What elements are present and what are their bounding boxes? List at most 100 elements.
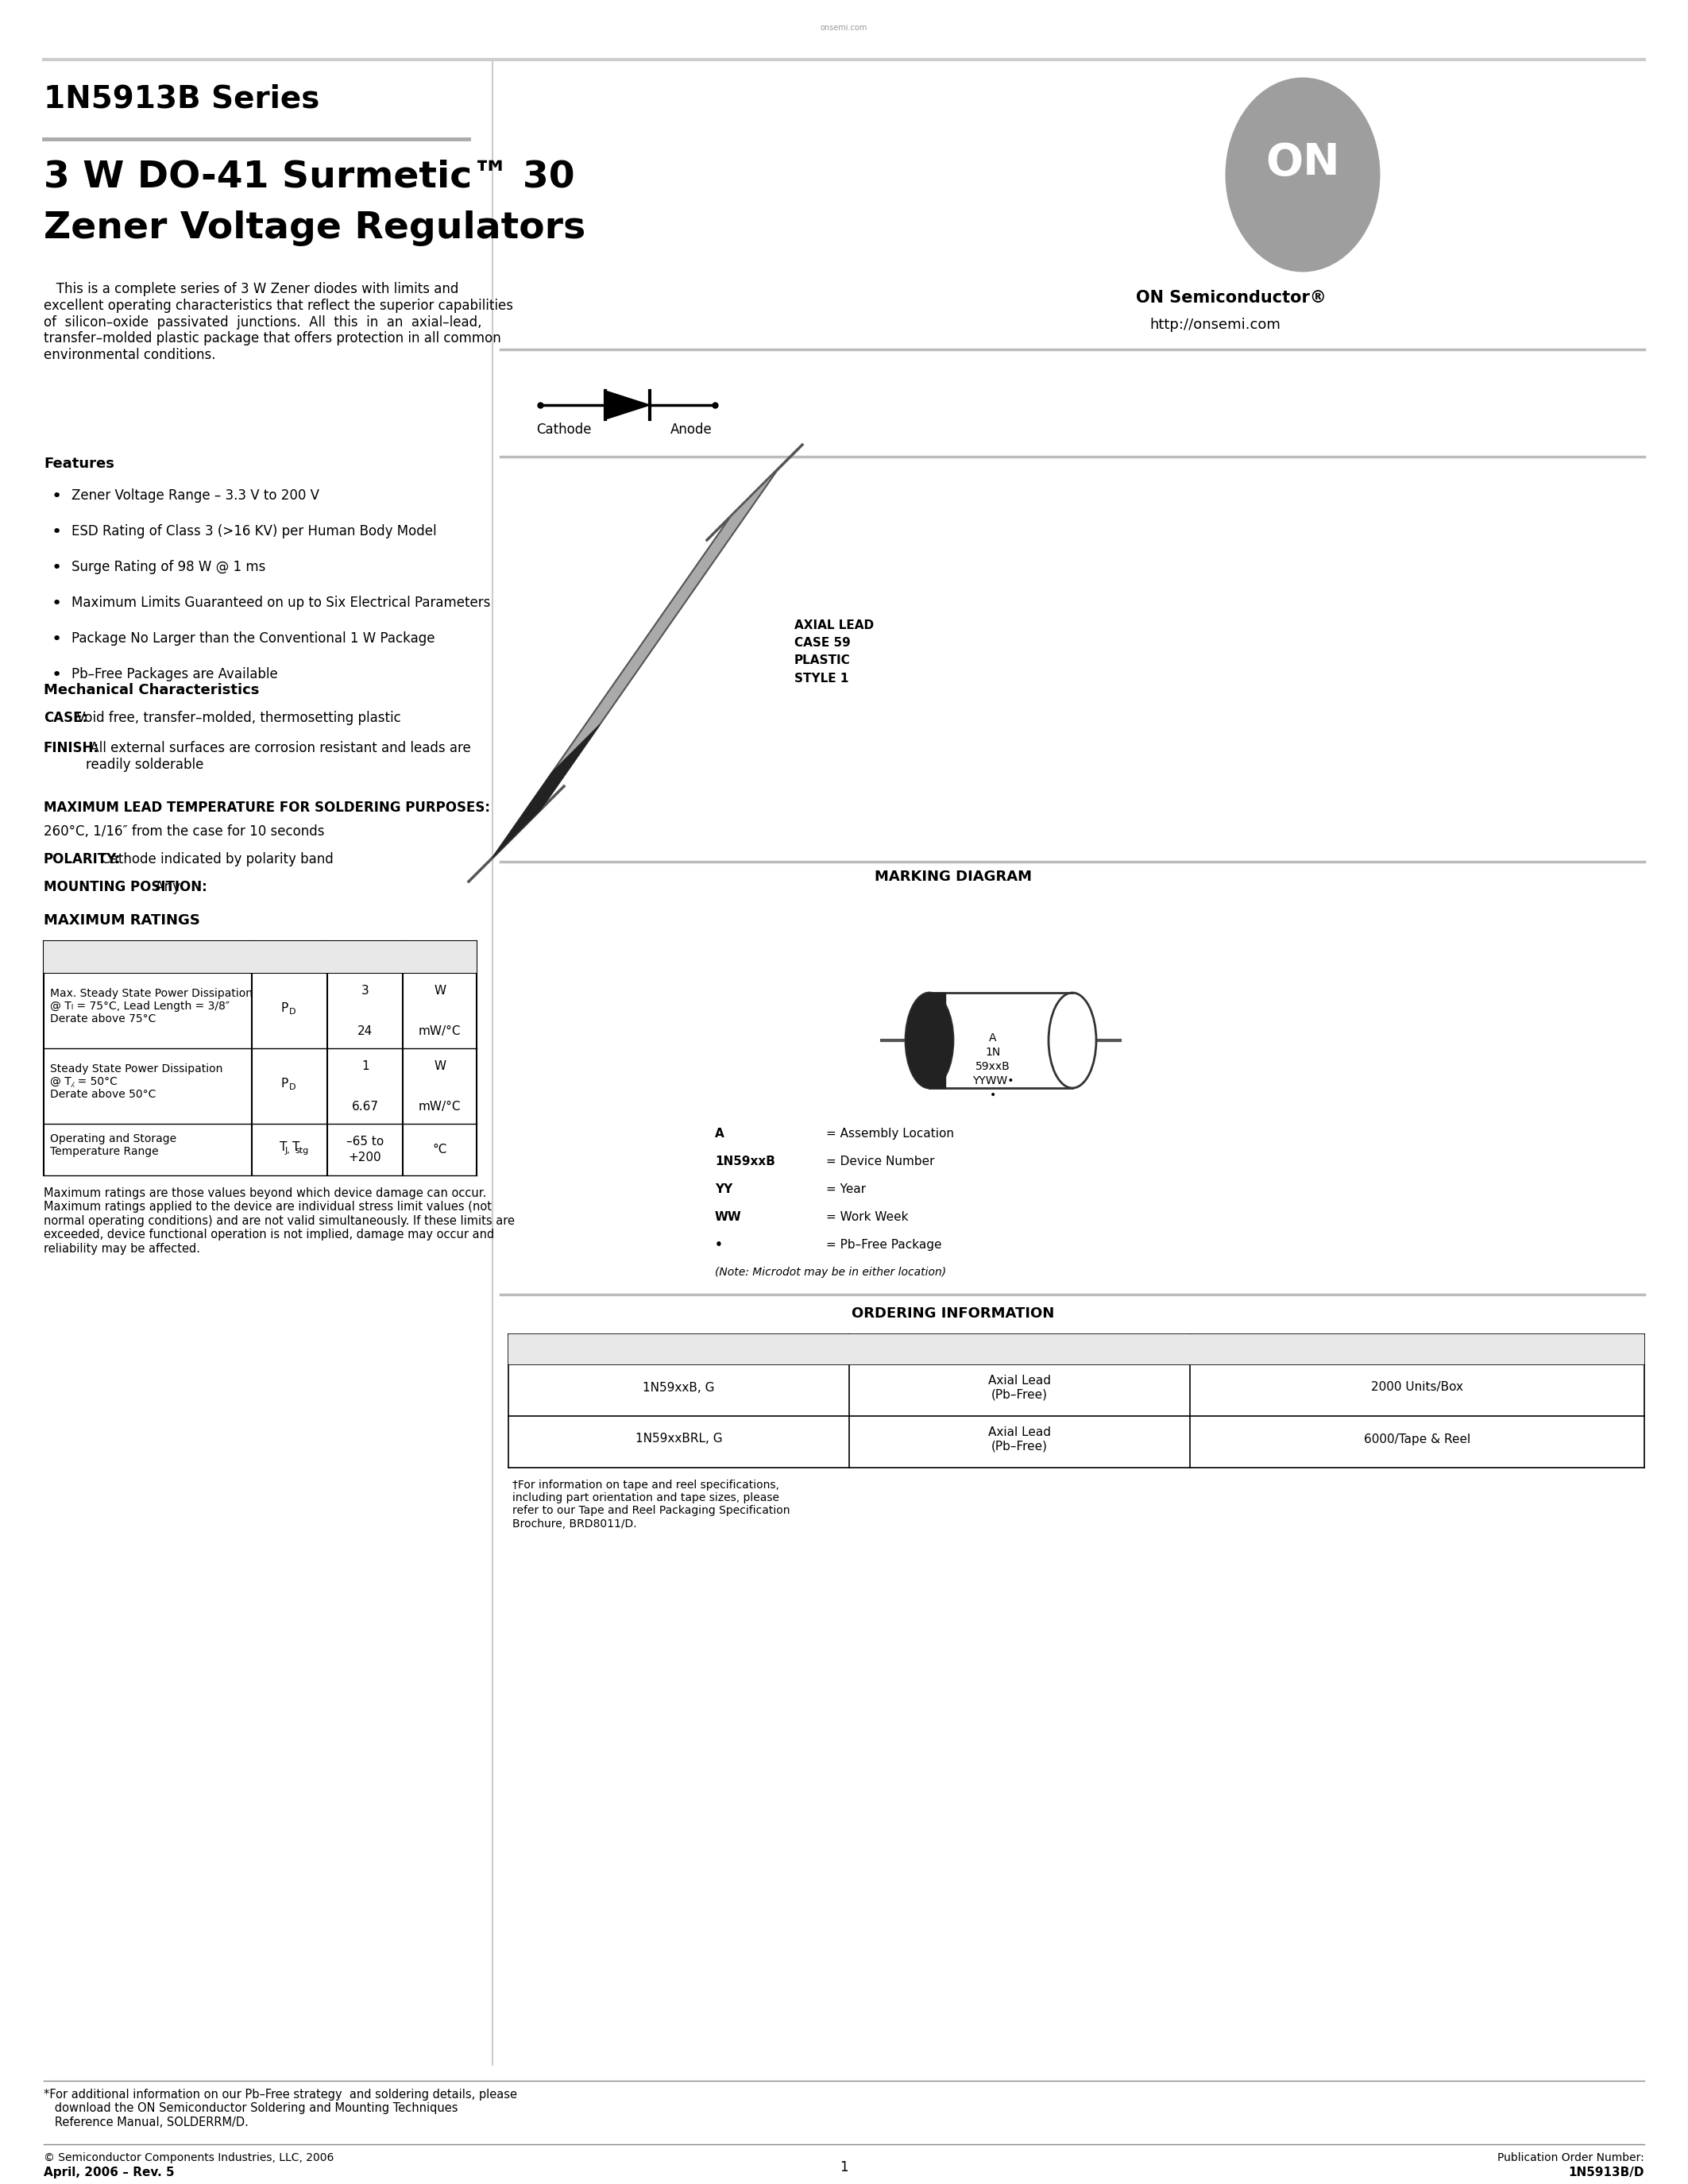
Ellipse shape bbox=[1288, 157, 1317, 192]
Bar bbox=[930, 994, 1072, 1088]
Text: Rating: Rating bbox=[123, 948, 172, 961]
Ellipse shape bbox=[1229, 81, 1376, 269]
Ellipse shape bbox=[1271, 133, 1335, 216]
Text: MARKING DIAGRAM: MARKING DIAGRAM bbox=[874, 869, 1031, 885]
Text: P: P bbox=[280, 1077, 289, 1090]
Text: *For additional information on our Pb–Free strategy  and soldering details, plea: *For additional information on our Pb–Fr… bbox=[44, 2088, 517, 2127]
Polygon shape bbox=[493, 725, 599, 858]
Text: Package: Package bbox=[991, 1341, 1048, 1352]
Ellipse shape bbox=[1259, 120, 1347, 229]
Text: Void free, transfer–molded, thermosetting plastic: Void free, transfer–molded, thermosettin… bbox=[73, 710, 402, 725]
Text: POLARITY:: POLARITY: bbox=[44, 852, 122, 867]
Text: Maximum Limits Guaranteed on up to Six Electrical Parameters: Maximum Limits Guaranteed on up to Six E… bbox=[71, 596, 491, 609]
Ellipse shape bbox=[1231, 83, 1376, 266]
Ellipse shape bbox=[1234, 90, 1371, 260]
Text: W: W bbox=[434, 985, 446, 996]
Text: •: • bbox=[52, 524, 62, 539]
Ellipse shape bbox=[1227, 81, 1377, 269]
Ellipse shape bbox=[1237, 92, 1367, 258]
Text: •: • bbox=[52, 489, 62, 505]
Ellipse shape bbox=[1234, 90, 1371, 260]
Text: All external surfaces are corrosion resistant and leads are
readily solderable: All external surfaces are corrosion resi… bbox=[86, 740, 471, 771]
Polygon shape bbox=[930, 994, 945, 1088]
Ellipse shape bbox=[1273, 138, 1332, 212]
Text: Zener Voltage Regulators: Zener Voltage Regulators bbox=[44, 210, 586, 247]
Ellipse shape bbox=[1269, 133, 1337, 216]
Ellipse shape bbox=[1227, 79, 1377, 271]
Ellipse shape bbox=[1239, 94, 1367, 256]
Ellipse shape bbox=[1268, 131, 1337, 218]
Ellipse shape bbox=[1229, 81, 1377, 269]
Ellipse shape bbox=[1229, 83, 1376, 266]
Ellipse shape bbox=[1232, 85, 1374, 264]
Polygon shape bbox=[493, 470, 778, 858]
Text: 1N: 1N bbox=[986, 1046, 1001, 1057]
Text: CASE:: CASE: bbox=[44, 710, 88, 725]
Ellipse shape bbox=[1239, 94, 1367, 256]
Text: MAXIMUM LEAD TEMPERATURE FOR SOLDERING PURPOSES:: MAXIMUM LEAD TEMPERATURE FOR SOLDERING P… bbox=[44, 802, 490, 815]
Text: †For information on tape and reel specifications,
including part orientation and: †For information on tape and reel specif… bbox=[513, 1479, 790, 1529]
Ellipse shape bbox=[1227, 79, 1377, 271]
Text: Unit: Unit bbox=[424, 948, 456, 961]
Ellipse shape bbox=[1271, 135, 1334, 214]
Text: Symbol: Symbol bbox=[262, 948, 317, 961]
Ellipse shape bbox=[1237, 94, 1367, 256]
Text: Operating and Storage
Temperature Range: Operating and Storage Temperature Range bbox=[51, 1133, 177, 1158]
Text: YYWW•: YYWW• bbox=[972, 1075, 1014, 1085]
Ellipse shape bbox=[1237, 92, 1369, 258]
Ellipse shape bbox=[1239, 94, 1367, 256]
Ellipse shape bbox=[1241, 96, 1364, 253]
Text: Mechanical Characteristics: Mechanical Characteristics bbox=[44, 684, 260, 697]
Text: Zener Voltage Range – 3.3 V to 200 V: Zener Voltage Range – 3.3 V to 200 V bbox=[71, 489, 319, 502]
Ellipse shape bbox=[1231, 83, 1376, 266]
Text: 3: 3 bbox=[361, 985, 370, 996]
Text: Steady State Power Dissipation
@ T⁁ = 50°C
Derate above 50°C: Steady State Power Dissipation @ T⁁ = 50… bbox=[51, 1064, 223, 1101]
Text: ORDERING INFORMATION: ORDERING INFORMATION bbox=[852, 1306, 1055, 1321]
Ellipse shape bbox=[1232, 85, 1374, 264]
Ellipse shape bbox=[1280, 146, 1327, 203]
Text: 1: 1 bbox=[361, 1059, 370, 1072]
Text: 1N59xxB, G: 1N59xxB, G bbox=[643, 1382, 714, 1393]
Ellipse shape bbox=[1234, 87, 1371, 262]
Ellipse shape bbox=[1231, 85, 1374, 264]
Text: Features: Features bbox=[44, 456, 115, 472]
Ellipse shape bbox=[1266, 129, 1339, 221]
Ellipse shape bbox=[1225, 76, 1381, 273]
Text: •: • bbox=[716, 1238, 722, 1251]
Ellipse shape bbox=[1252, 111, 1354, 238]
Ellipse shape bbox=[1239, 96, 1366, 253]
Text: = Year: = Year bbox=[825, 1184, 866, 1195]
Ellipse shape bbox=[1246, 103, 1359, 247]
Ellipse shape bbox=[1232, 85, 1374, 264]
Ellipse shape bbox=[1249, 109, 1355, 240]
Ellipse shape bbox=[1276, 142, 1328, 207]
Ellipse shape bbox=[1232, 85, 1372, 264]
Ellipse shape bbox=[1261, 122, 1345, 229]
Ellipse shape bbox=[1229, 83, 1376, 266]
Ellipse shape bbox=[1286, 153, 1320, 197]
Ellipse shape bbox=[1232, 85, 1374, 264]
Text: 1N5913B/D: 1N5913B/D bbox=[1568, 2167, 1644, 2177]
Text: ON Semiconductor®: ON Semiconductor® bbox=[1136, 290, 1327, 306]
Text: •: • bbox=[52, 596, 62, 612]
Ellipse shape bbox=[1249, 107, 1357, 242]
Ellipse shape bbox=[905, 994, 954, 1088]
Ellipse shape bbox=[1283, 151, 1322, 199]
Text: 3 W DO-41 Surmetic™ 30: 3 W DO-41 Surmetic™ 30 bbox=[44, 159, 576, 194]
Ellipse shape bbox=[1229, 81, 1377, 269]
Ellipse shape bbox=[1231, 85, 1374, 264]
Ellipse shape bbox=[1296, 166, 1310, 183]
Ellipse shape bbox=[1258, 118, 1349, 232]
Text: °C: °C bbox=[432, 1142, 447, 1155]
Text: = Pb–Free Package: = Pb–Free Package bbox=[825, 1238, 942, 1251]
Text: +200: +200 bbox=[349, 1151, 381, 1164]
Ellipse shape bbox=[1232, 87, 1372, 262]
Text: T: T bbox=[279, 1140, 287, 1153]
Text: 1N59xxB: 1N59xxB bbox=[716, 1155, 775, 1168]
Text: 2000 Units/Box: 2000 Units/Box bbox=[1371, 1382, 1463, 1393]
Text: FINISH:: FINISH: bbox=[44, 740, 100, 756]
Ellipse shape bbox=[1229, 83, 1376, 266]
Ellipse shape bbox=[1293, 162, 1313, 188]
Text: Shipping†: Shipping† bbox=[1384, 1341, 1450, 1352]
Text: AXIAL LEAD
CASE 59
PLASTIC
STYLE 1: AXIAL LEAD CASE 59 PLASTIC STYLE 1 bbox=[795, 620, 874, 684]
